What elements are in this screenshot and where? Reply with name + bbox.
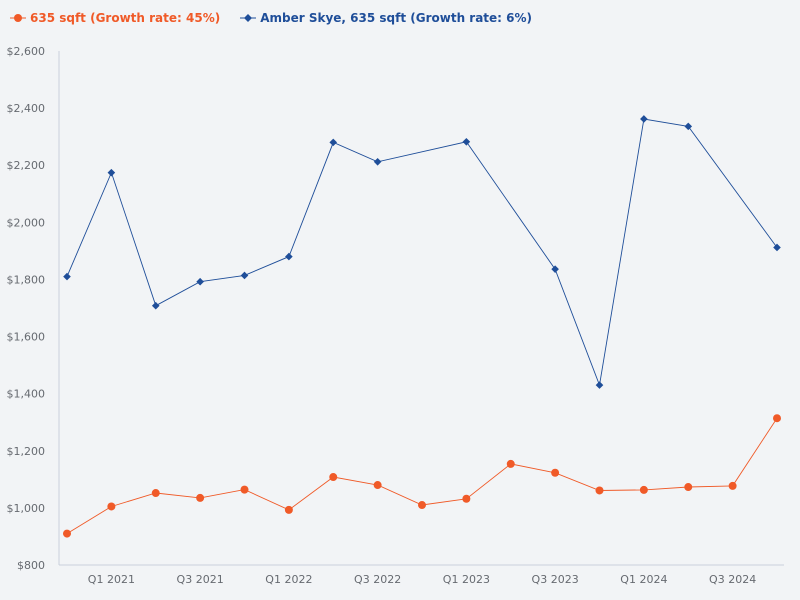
series-1-point[interactable] <box>506 459 515 468</box>
series-1-point[interactable] <box>240 485 249 494</box>
series-1-point[interactable] <box>773 414 781 423</box>
x-tick-label: Q1 2024 <box>620 573 667 586</box>
legend-label-series-2: Amber Skye, 635 sqft (Growth rate: 6%) <box>260 11 533 25</box>
series-1-point[interactable] <box>329 473 338 482</box>
y-tick-label: $1,000 <box>7 502 46 515</box>
y-tick-label: $1,200 <box>7 445 46 458</box>
x-tick-label: Q3 2021 <box>177 573 224 586</box>
series-1-line <box>66 417 778 534</box>
series-1-point[interactable] <box>418 501 426 510</box>
x-tick-label: Q3 2022 <box>354 573 401 586</box>
x-tick-label: Q1 2022 <box>265 573 312 586</box>
series-2-point[interactable] <box>240 271 249 280</box>
series-1-point[interactable] <box>595 486 604 495</box>
y-tick-label: $1,600 <box>7 331 46 344</box>
series-2-point[interactable] <box>773 243 781 252</box>
series-2-point[interactable] <box>329 138 338 147</box>
series-1-point[interactable] <box>639 485 648 494</box>
series-2-point[interactable] <box>373 157 382 166</box>
series-2-point[interactable] <box>63 272 71 281</box>
series-2-point[interactable] <box>684 122 693 131</box>
series-2-point[interactable] <box>285 252 293 261</box>
x-tick-label: Q3 2023 <box>532 573 579 586</box>
x-tick-label: Q1 2021 <box>88 573 135 586</box>
legend-item-series-1[interactable]: 635 sqft (Growth rate: 45%) <box>10 11 220 25</box>
series-2-line <box>66 118 778 387</box>
series-1-point[interactable] <box>373 481 382 490</box>
y-tick-label: $2,400 <box>7 102 46 115</box>
series-1-point[interactable] <box>551 468 560 477</box>
legend-label-series-1: 635 sqft (Growth rate: 45%) <box>30 11 221 25</box>
series-2-point[interactable] <box>151 301 160 310</box>
series-2-point[interactable] <box>595 381 604 389</box>
series-2-point[interactable] <box>640 115 648 123</box>
legend-marker-circle-icon <box>10 14 26 22</box>
legend-marker-diamond-icon <box>240 14 257 22</box>
y-tick-label: $2,000 <box>7 216 46 229</box>
y-tick-label: $1,400 <box>7 388 46 401</box>
chart-series-layer <box>63 115 781 538</box>
y-tick-label: $2,600 <box>7 45 46 58</box>
series-1-point[interactable] <box>284 505 293 514</box>
series-2-point[interactable] <box>196 277 204 286</box>
series-1-point[interactable] <box>107 502 116 511</box>
y-tick-label: $2,200 <box>7 159 46 172</box>
series-2-point[interactable] <box>107 168 116 177</box>
chart-legend: 635 sqft (Growth rate: 45%) Amber Skye, … <box>10 9 532 27</box>
series-2-point[interactable] <box>551 265 559 273</box>
legend-item-series-2[interactable]: Amber Skye, 635 sqft (Growth rate: 6%) <box>240 11 532 25</box>
x-tick-label: Q1 2023 <box>443 573 490 586</box>
y-tick-label: $1,800 <box>7 273 46 286</box>
y-tick-label: $800 <box>17 559 45 572</box>
series-1-point[interactable] <box>196 493 205 502</box>
series-1-point[interactable] <box>684 483 693 492</box>
x-tick-label: Q3 2024 <box>709 573 756 586</box>
series-1-point[interactable] <box>151 489 160 498</box>
series-1-point[interactable] <box>728 481 737 490</box>
series-1-point[interactable] <box>462 494 471 503</box>
series-2-point[interactable] <box>462 138 471 146</box>
chart-axes: $800 $1,000 $1,200 $1,400 $1,600 $1,800 $2,000… <box>7 45 784 586</box>
series-1-point[interactable] <box>63 529 71 538</box>
